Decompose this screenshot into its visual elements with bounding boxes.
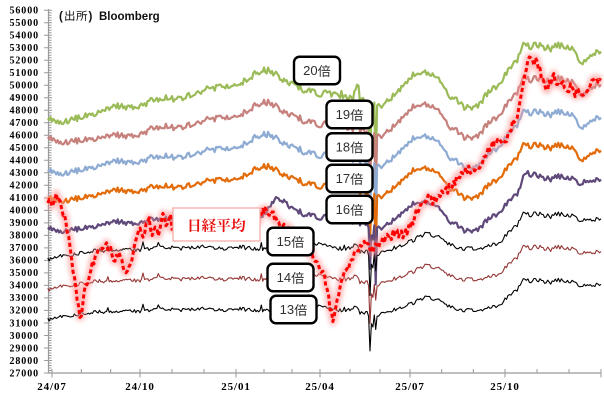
svg-text:Bloomberg: Bloomberg (99, 11, 160, 23)
svg-text:42000: 42000 (10, 181, 40, 192)
svg-text:15: 15 (277, 234, 291, 249)
svg-text:49000: 49000 (10, 93, 40, 104)
svg-text:55000: 55000 (10, 18, 40, 29)
svg-text:18: 18 (336, 140, 350, 155)
svg-text:54000: 54000 (10, 31, 40, 42)
svg-text:(: ( (59, 11, 63, 23)
svg-text:56000: 56000 (10, 6, 40, 17)
svg-text:51000: 51000 (10, 68, 40, 79)
svg-text:34000: 34000 (10, 281, 40, 292)
svg-text:35000: 35000 (10, 268, 40, 279)
svg-text:50000: 50000 (10, 81, 40, 92)
svg-text:41000: 41000 (10, 193, 40, 204)
svg-text:53000: 53000 (10, 43, 40, 54)
svg-text:33000: 33000 (10, 293, 40, 304)
svg-text:24/10: 24/10 (125, 381, 155, 393)
svg-text:46000: 46000 (10, 131, 40, 142)
svg-text:36000: 36000 (10, 256, 40, 267)
svg-text:47000: 47000 (10, 118, 40, 129)
svg-text:17: 17 (336, 171, 350, 186)
svg-text:13: 13 (280, 302, 294, 317)
svg-text:39000: 39000 (10, 218, 40, 229)
svg-text:30000: 30000 (10, 331, 40, 342)
svg-text:): ) (89, 11, 93, 23)
svg-text:16: 16 (336, 202, 350, 217)
svg-text:25/07: 25/07 (395, 381, 425, 393)
svg-text:25/01: 25/01 (221, 381, 251, 393)
svg-text:20: 20 (303, 63, 317, 78)
svg-text:25/10: 25/10 (490, 381, 520, 393)
svg-text:52000: 52000 (10, 56, 40, 67)
svg-text:28000: 28000 (10, 356, 40, 367)
svg-text:40000: 40000 (10, 206, 40, 217)
svg-text:48000: 48000 (10, 106, 40, 117)
svg-text:14: 14 (277, 270, 291, 285)
svg-text:45000: 45000 (10, 143, 40, 154)
svg-text:31000: 31000 (10, 318, 40, 329)
svg-text:25/04: 25/04 (305, 381, 335, 393)
svg-text:32000: 32000 (10, 306, 40, 317)
svg-text:24/07: 24/07 (37, 381, 67, 393)
svg-text:27000: 27000 (10, 368, 40, 379)
svg-text:29000: 29000 (10, 343, 40, 354)
svg-text:44000: 44000 (10, 156, 40, 167)
svg-text:43000: 43000 (10, 168, 40, 179)
svg-text:19: 19 (336, 107, 350, 122)
svg-text:37000: 37000 (10, 243, 40, 254)
svg-text:38000: 38000 (10, 231, 40, 242)
